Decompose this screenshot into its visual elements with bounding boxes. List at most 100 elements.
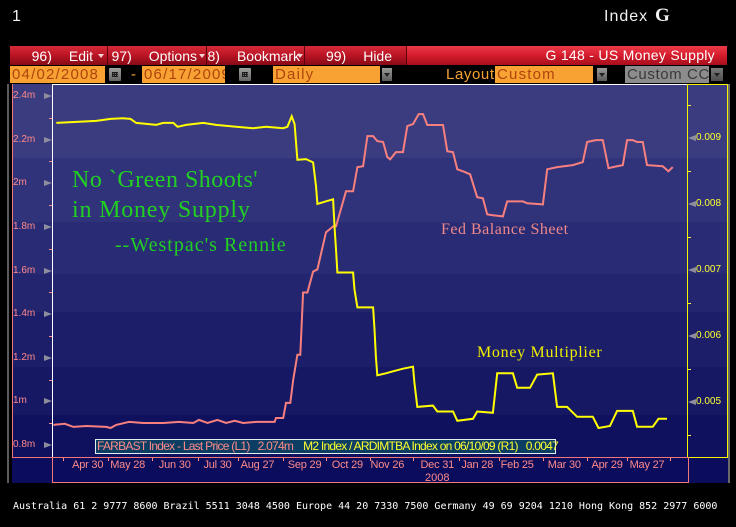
series-label-money-multiplier: Money Multiplier [477, 344, 603, 361]
left-axis-tick-label: 1.8m [13, 220, 36, 232]
left-axis-tick-label: 2m [13, 177, 27, 189]
right-axis-tick-label: 0.007 [696, 263, 722, 275]
tick-arrow-icon [44, 398, 52, 405]
left-axis-tick-label: 1m [13, 395, 27, 407]
left-axis-minor-tick [49, 423, 52, 425]
x-axis-tick [542, 458, 544, 461]
legend-value-fed: 2.074m [257, 439, 294, 453]
tick-arrow-icon [44, 311, 52, 318]
fed-balance-sheet-line [53, 113, 674, 430]
series-label-fed-balance-sheet: Fed Balance Sheet [441, 221, 569, 238]
x-axis-tick [498, 458, 500, 461]
right-axis-minor-tick [688, 170, 691, 172]
left-axis-tick-label: 2.4m [13, 89, 36, 101]
x-axis-tick [151, 458, 153, 461]
annotation-headline-1: No `Green Shoots' [72, 167, 259, 193]
plot-svg [53, 113, 674, 430]
x-axis-tick-label: Dec 31 [420, 459, 455, 471]
footer: Australia 61 2 9777 8600 Brazil 5511 304… [13, 482, 718, 527]
tick-arrow-icon [44, 354, 52, 361]
menu-number: 96) [31, 47, 52, 64]
x-axis-tick [325, 458, 327, 461]
currency-select[interactable]: Custom CCY [625, 66, 709, 83]
currency-dropdown-arrow-icon[interactable] [711, 68, 723, 81]
caret-down-icon [199, 53, 205, 58]
left-axis-tick-label: 1.2m [13, 351, 36, 363]
options-menu-button[interactable]: 97) Options [108, 46, 207, 65]
x-axis-tick [587, 458, 589, 461]
right-axis-tick-label: 0.009 [696, 132, 722, 144]
x-axis-tick [63, 458, 65, 461]
period-dropdown-arrow-icon[interactable] [382, 68, 392, 81]
toolbar: 96) Edit 97) Options 8) Bookmark 99) Hid… [10, 46, 727, 65]
left-axis-minor-tick [49, 248, 52, 250]
tick-arrow-icon [44, 223, 52, 230]
x-axis-tick [627, 458, 629, 461]
x-axis-tick-label: Apr 30 [72, 459, 104, 471]
annotation-attribution: --Westpac's Rennie [115, 234, 287, 256]
left-axis-tick-label: 2.2m [13, 133, 36, 145]
tick-arrow-icon [688, 135, 696, 142]
footer-contacts-line: Australia 61 2 9777 8600 Brazil 5511 304… [13, 501, 718, 512]
annotation-headline-2: in Money Supply [72, 197, 251, 223]
x-axis-tick [197, 458, 199, 461]
calendar-icon[interactable] [109, 68, 121, 81]
tick-arrow-icon [44, 442, 52, 448]
right-axis-minor-tick [688, 302, 691, 304]
left-axis-tick-label: 1.6m [13, 264, 36, 276]
calendar-icon[interactable] [239, 68, 251, 81]
page-number: 1 [12, 8, 21, 25]
left-axis-minor-tick [49, 292, 52, 294]
edit-menu-button[interactable]: 96) Edit [10, 46, 108, 65]
x-axis-tick [413, 458, 415, 461]
x-axis-tick-label: Jan 28 [461, 459, 494, 471]
right-axis-minor-tick [688, 105, 691, 107]
period-select[interactable]: Daily [273, 66, 380, 83]
tick-arrow-icon [688, 266, 696, 273]
x-axis-tick [370, 458, 372, 461]
chart-legend: FARBAST Index - Last Price (L1) 2.074m M… [95, 439, 559, 454]
menu-number: 99) [325, 47, 347, 64]
x-axis-tick [237, 458, 239, 461]
start-date-field[interactable]: 04/02/2008 [10, 66, 105, 83]
chart-background [12, 84, 728, 457]
menu-label: Hide [363, 47, 392, 64]
menu-number: 97) [111, 47, 132, 64]
x-axis-tick-label: Jul 30 [203, 459, 232, 471]
x-axis-tick-label: Aug 27 [240, 459, 275, 471]
layout-dropdown-arrow-icon[interactable] [597, 68, 607, 81]
legend-value-multiplier: 0.0047 [525, 439, 559, 453]
screen-title: G 148 - US Money Supply [545, 47, 715, 63]
x-axis-tick [458, 458, 460, 461]
index-label: Index [604, 8, 649, 25]
menu-label: Options [148, 47, 197, 64]
right-axis-tick-label: 0.005 [696, 395, 722, 407]
left-axis-minor-tick [49, 205, 52, 207]
layout-label: Layout [446, 66, 495, 83]
x-axis-tick [283, 458, 285, 461]
left-axis-tick-label: 0.8m [13, 439, 36, 450]
menu-label: Bookmark [236, 47, 300, 64]
tick-arrow-icon [44, 180, 52, 187]
legend-label-multiplier: M2 Index / ARDIMTBA Index on 06/10/09 (R… [303, 439, 518, 453]
x-axis-tick [107, 458, 109, 461]
caret-down-icon [297, 53, 303, 58]
hide-button[interactable]: 99) Hide [305, 46, 407, 65]
plot-area[interactable] [52, 84, 688, 457]
tick-arrow-icon [44, 136, 52, 143]
x-axis-year-label: 2008 [425, 472, 450, 484]
x-axis-panel [52, 457, 689, 483]
x-axis-tick-label: Nov 26 [370, 459, 405, 471]
x-axis-tick [669, 458, 671, 461]
end-date-field[interactable]: 06/17/2009 [142, 66, 225, 83]
x-axis-tick-label: Jun 30 [158, 459, 191, 471]
left-axis-tick-label: 1.4m [13, 308, 36, 320]
layout-select[interactable]: Custom [495, 66, 593, 83]
bookmark-menu-button[interactable]: 8) Bookmark [207, 46, 305, 65]
frame-border-left [7, 84, 9, 483]
legend-label-fed: FARBAST Index - Last Price (L1) [97, 439, 250, 453]
tick-arrow-icon [688, 398, 696, 405]
x-axis-tick-label: Feb 25 [500, 459, 534, 471]
menu-label: Edit [68, 47, 93, 64]
index-key: G [655, 5, 670, 26]
